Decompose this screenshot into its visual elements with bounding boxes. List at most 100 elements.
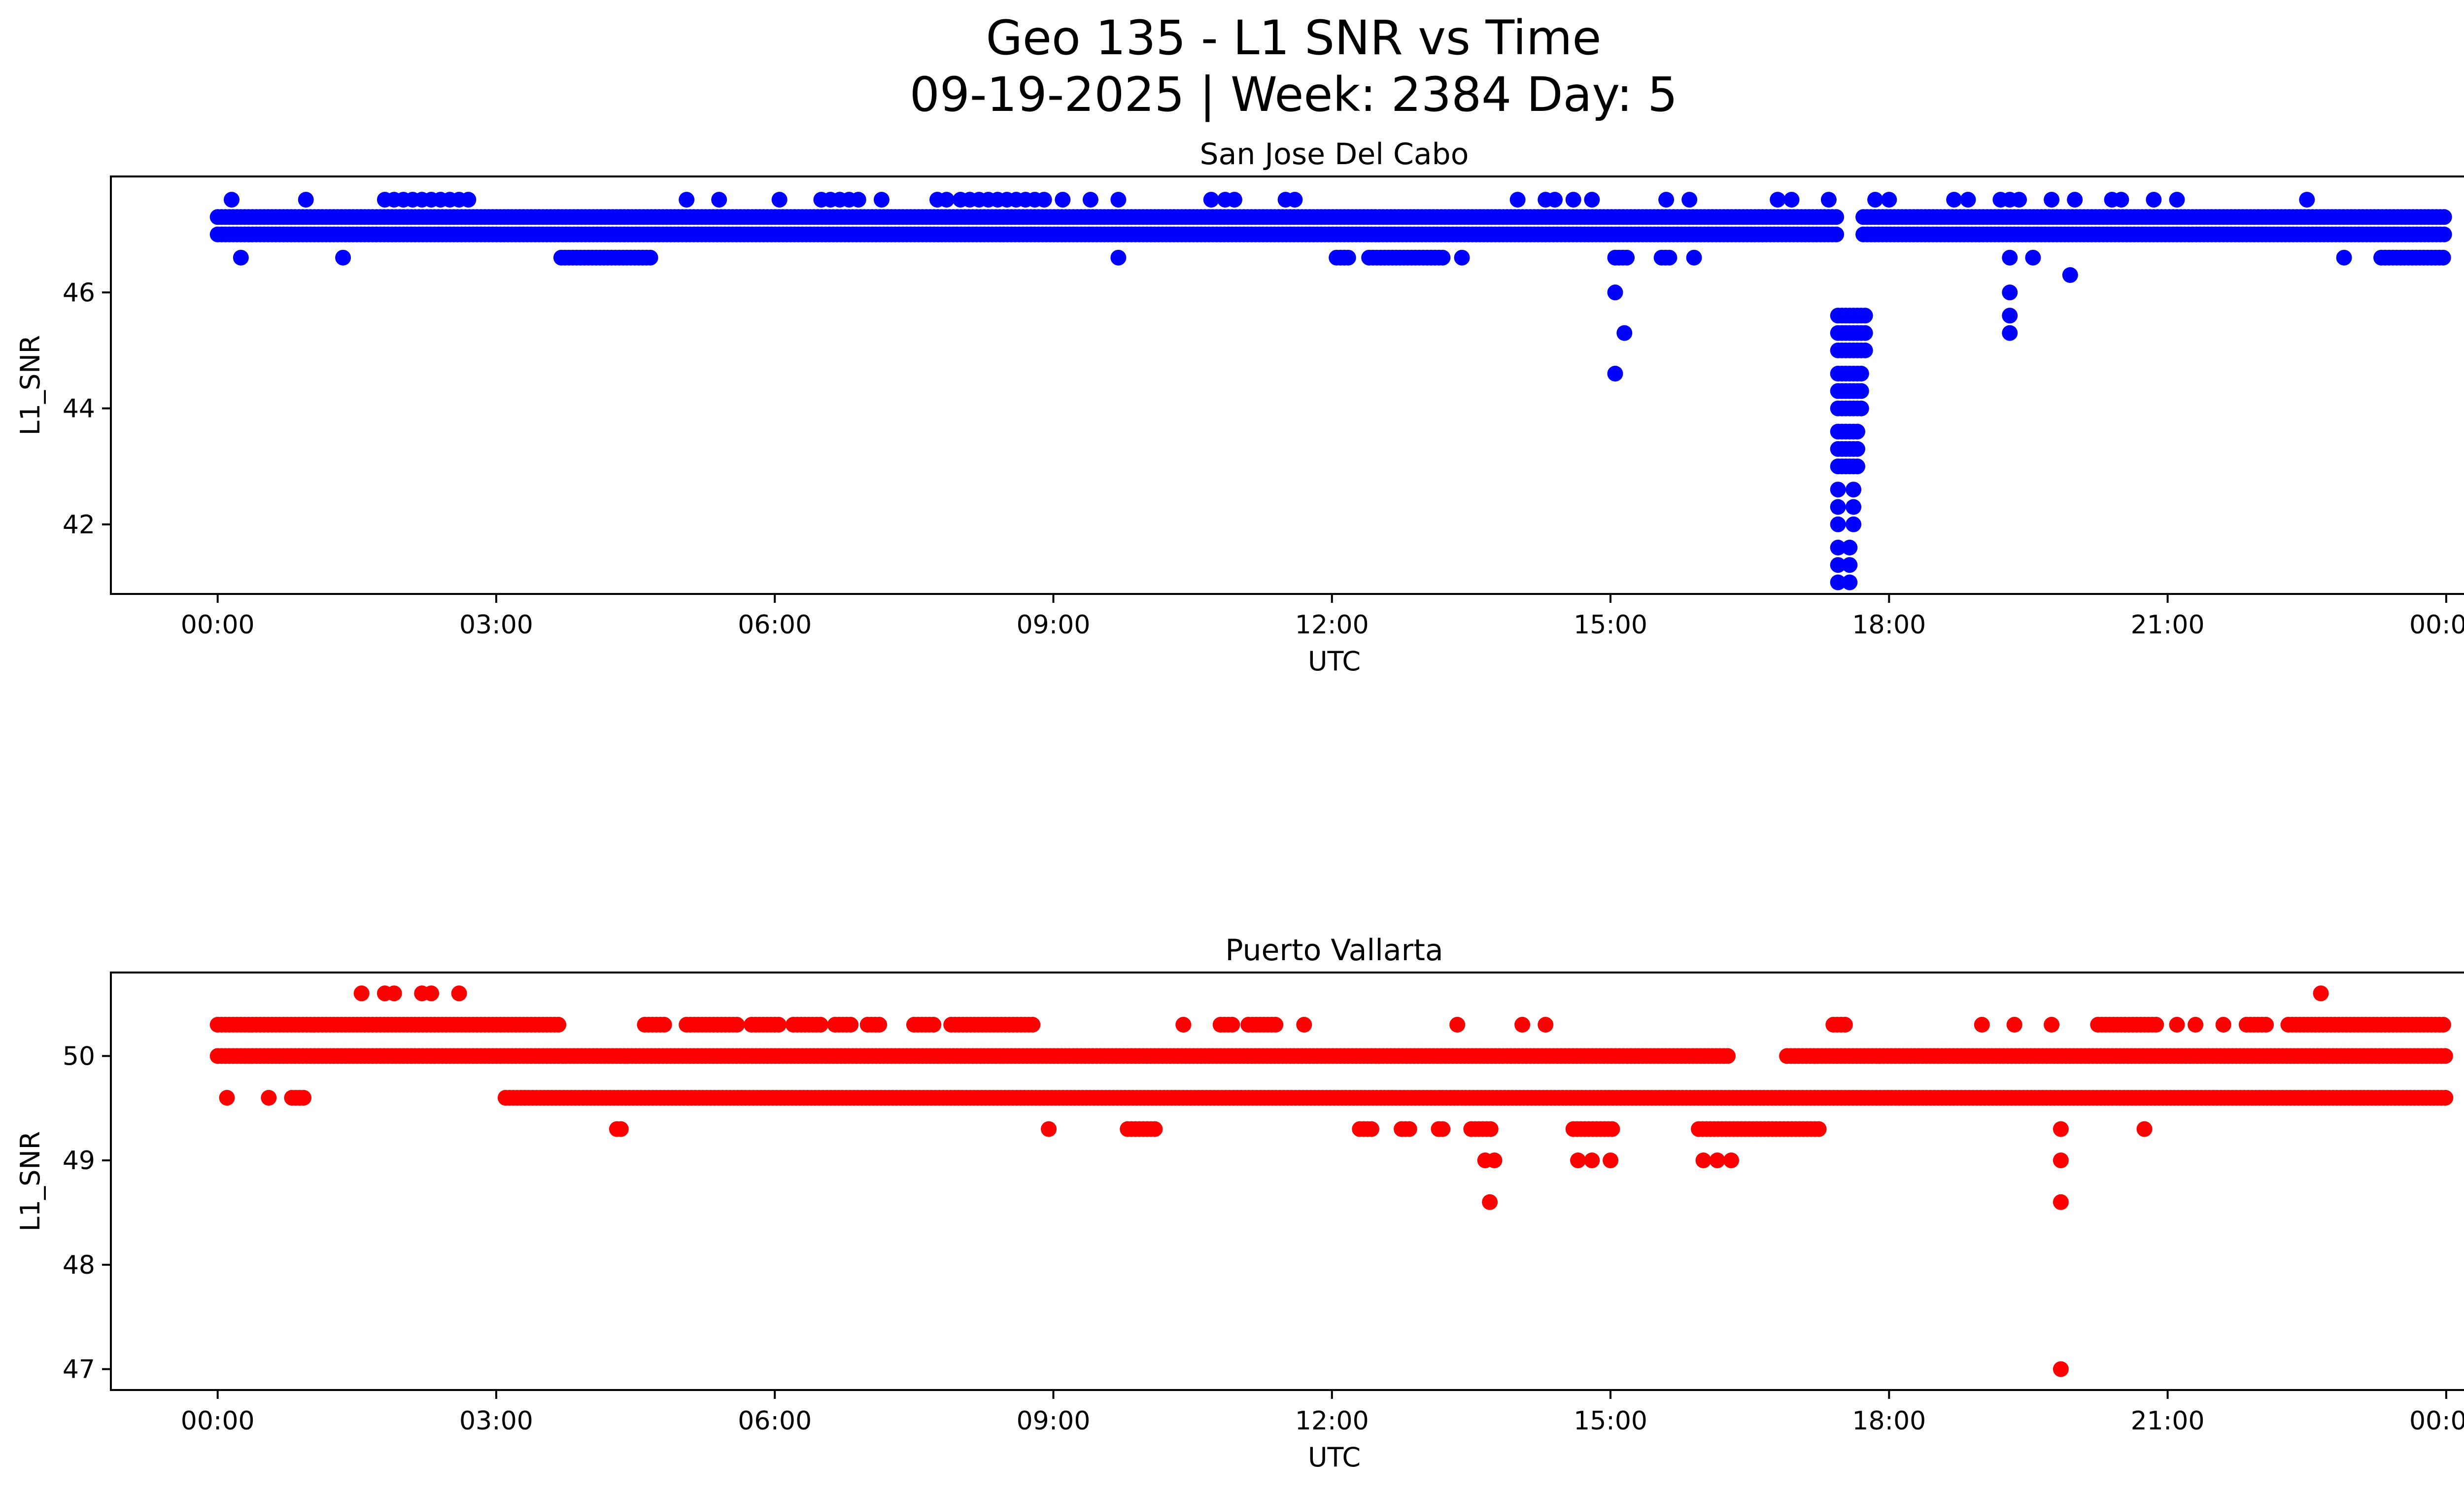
data-point	[2053, 1152, 2069, 1169]
data-point	[1025, 1016, 1041, 1033]
x-tick-label: 03:00	[459, 610, 533, 640]
panel-puerto-vallarta: Puerto Vallarta 00:00 03:00 06:00 09:00 12:00…	[15, 933, 2464, 1473]
data-point	[2146, 192, 2162, 208]
data-point	[1846, 482, 1862, 498]
data-point	[1686, 249, 1702, 266]
y-tick-label: 48	[63, 1251, 95, 1280]
data-point	[1082, 192, 1098, 208]
data-point	[1830, 574, 1846, 591]
data-point	[1830, 516, 1846, 532]
data-point	[938, 192, 955, 208]
data-point	[1147, 1121, 1163, 1137]
x-tick-label: 00:00	[2409, 610, 2464, 640]
panel-san-jose-del-cabo: San Jose Del Cabo 00:00 03:00 06:00 09:00 12:…	[15, 137, 2464, 677]
data-point	[1842, 574, 1858, 591]
data-point	[261, 1090, 277, 1106]
data-point	[1661, 249, 1677, 266]
data-point	[2044, 1016, 2060, 1033]
data-point	[335, 249, 351, 266]
data-point	[1820, 192, 1837, 208]
data-point	[2053, 1361, 2069, 1377]
data-point	[2188, 1016, 2204, 1033]
data-point	[1842, 539, 1858, 556]
data-point	[1175, 1016, 1192, 1033]
data-point	[2148, 1016, 2164, 1033]
panel-title: San Jose Del Cabo	[1200, 137, 1469, 172]
data-point	[2002, 284, 2018, 301]
data-point	[1695, 1152, 1711, 1169]
data-point	[296, 1090, 311, 1106]
x-tick-label: 21:00	[2131, 610, 2205, 640]
data-point	[1584, 1152, 1600, 1169]
data-point	[1435, 249, 1451, 266]
data-point	[1604, 1121, 1620, 1137]
data-point	[2313, 985, 2329, 1002]
x-tick-label: 03:00	[459, 1406, 533, 1436]
x-tick-label: 00:00	[181, 1406, 255, 1436]
data-point	[219, 1090, 235, 1106]
x-tick-label: 09:00	[1017, 610, 1091, 640]
data-point	[2169, 1016, 2185, 1033]
data-point	[642, 249, 658, 266]
figure-title-line2: 09-19-2025 | Week: 2384 Day: 5	[910, 67, 1678, 123]
data-point	[2002, 325, 2018, 341]
data-point	[1110, 192, 1127, 208]
data-point	[1607, 284, 1623, 301]
x-tick-label: 00:00	[2409, 1406, 2464, 1436]
data-point	[1849, 458, 1865, 475]
x-tick-label: 18:00	[1852, 1406, 1926, 1436]
data-point	[1267, 1016, 1284, 1033]
data-point	[2435, 249, 2451, 266]
data-point	[2136, 1121, 2153, 1137]
data-point	[1857, 342, 1873, 358]
data-point	[1340, 249, 1356, 266]
data-point	[1454, 249, 1470, 266]
data-point	[850, 192, 866, 208]
data-point	[1055, 192, 1071, 208]
y-tick-label: 46	[63, 278, 95, 308]
data-point	[656, 1016, 672, 1033]
data-point	[1619, 249, 1635, 266]
data-point	[2044, 192, 2060, 208]
data-point	[1853, 400, 1869, 417]
data-point	[1837, 1016, 1853, 1033]
data-point	[1565, 192, 1581, 208]
x-tick-label: 15:00	[1574, 1406, 1647, 1436]
data-point	[1482, 1121, 1499, 1137]
data-point	[2025, 249, 2041, 266]
data-point	[711, 192, 727, 208]
data-point	[1830, 557, 1846, 573]
data-point	[1723, 1152, 1739, 1169]
data-point	[2437, 1048, 2453, 1064]
data-point	[871, 1016, 888, 1033]
data-point	[1849, 423, 1865, 440]
data-point	[2437, 1090, 2454, 1106]
x-tick-label: 06:00	[738, 610, 812, 640]
data-point	[2062, 267, 2078, 283]
x-tick-label: 18:00	[1852, 610, 1926, 640]
data-point	[2436, 209, 2452, 225]
x-tick-label: 12:00	[1295, 610, 1369, 640]
data-point	[1867, 192, 1883, 208]
data-point	[1296, 1016, 1312, 1033]
axes-frame	[110, 972, 2464, 1391]
data-point	[353, 985, 370, 1002]
data-point	[1482, 1194, 1498, 1210]
y-tick-label: 49	[63, 1146, 95, 1176]
x-tick-label: 15:00	[1574, 610, 1647, 640]
data-point	[1960, 192, 1976, 208]
data-point	[2215, 1016, 2231, 1033]
data-point	[550, 1016, 567, 1033]
axes-frame	[110, 175, 2464, 595]
data-point	[613, 1121, 629, 1137]
data-point	[1849, 441, 1865, 457]
data-point	[2053, 1121, 2069, 1137]
data-point	[2002, 308, 2018, 324]
data-point	[925, 1016, 942, 1033]
data-point	[1830, 499, 1846, 515]
y-axis-label: L1_SNR	[15, 1131, 46, 1232]
data-point	[2011, 192, 2027, 208]
data-point	[1770, 192, 1786, 208]
data-point	[1486, 1152, 1503, 1169]
panel-title: Puerto Vallarta	[1225, 933, 1443, 968]
